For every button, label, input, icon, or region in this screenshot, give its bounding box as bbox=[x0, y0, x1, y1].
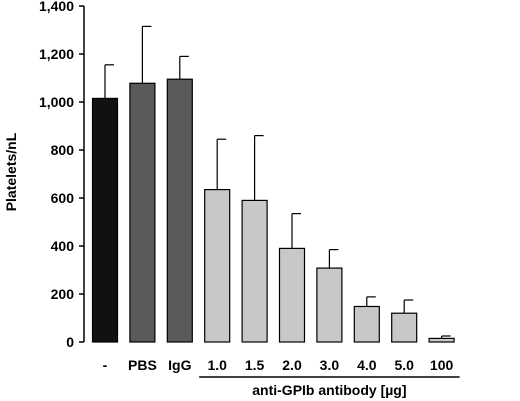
x-tick-label: 2.0 bbox=[282, 357, 302, 373]
x-tick-label: - bbox=[103, 357, 108, 373]
x-tick-label: PBS bbox=[128, 357, 157, 373]
bar bbox=[428, 337, 455, 343]
y-tick-label: 1,000 bbox=[39, 94, 74, 110]
y-tick-label: 400 bbox=[51, 238, 75, 254]
bar bbox=[353, 305, 380, 343]
x-tick-label: 5.0 bbox=[394, 357, 414, 373]
x-axis-labels: - PBS IgG 1.0 1.5 2.0 3.0 4.0 5.0 100 bbox=[103, 357, 454, 373]
bar bbox=[278, 247, 306, 343]
x-tick-label: 1.5 bbox=[245, 357, 265, 373]
y-tick-label: 0 bbox=[66, 334, 74, 350]
y-tick-label: 1,400 bbox=[39, 0, 74, 14]
group-label: anti-GPIb antibody [µg] bbox=[252, 382, 406, 398]
bars bbox=[91, 25, 455, 343]
x-tick-label: 100 bbox=[430, 357, 454, 373]
bar bbox=[166, 78, 193, 343]
y-tick-label: 1,200 bbox=[39, 46, 74, 62]
x-tick-label: 4.0 bbox=[357, 357, 377, 373]
bar bbox=[316, 267, 343, 343]
y-axis: 0 200 400 600 800 1,000 1,200 1,400 bbox=[39, 0, 85, 350]
x-tick-label: 3.0 bbox=[320, 357, 340, 373]
bar bbox=[241, 199, 268, 343]
y-tick-label: 800 bbox=[51, 142, 75, 158]
y-tick-label: 600 bbox=[51, 190, 75, 206]
bar bbox=[204, 189, 231, 343]
y-tick-label: 200 bbox=[51, 286, 75, 302]
bar bbox=[129, 82, 156, 343]
bar bbox=[91, 97, 119, 343]
x-tick-label: IgG bbox=[168, 357, 191, 373]
x-tick-label: 1.0 bbox=[207, 357, 227, 373]
bar bbox=[391, 312, 418, 343]
y-axis-title: Platelets/nL bbox=[3, 132, 19, 211]
